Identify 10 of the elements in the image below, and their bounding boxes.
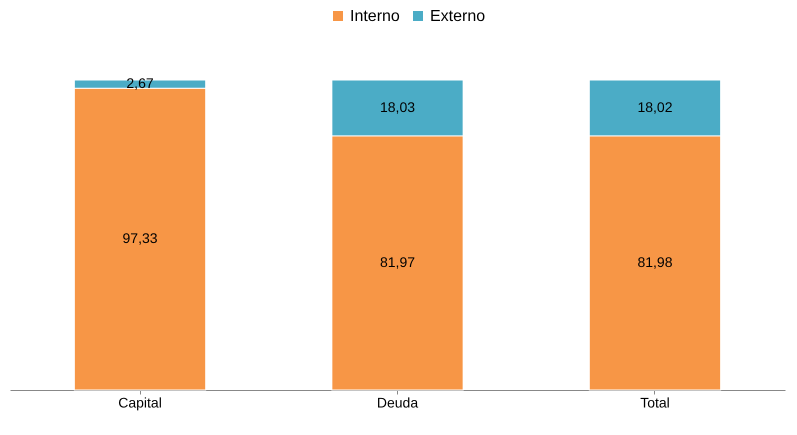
data-label: 81,98	[637, 254, 673, 270]
data-label: 18,03	[380, 98, 416, 115]
x-tick-label: Capital	[118, 394, 162, 410]
legend-label: Interno	[350, 8, 400, 25]
data-label: 97,33	[122, 230, 158, 246]
data-label: 18,02	[637, 98, 673, 115]
x-tick-label: Deuda	[376, 394, 418, 410]
x-tick-label: Total	[640, 394, 670, 410]
legend-label: Externo	[430, 8, 486, 25]
data-label: 81,97	[380, 254, 416, 270]
